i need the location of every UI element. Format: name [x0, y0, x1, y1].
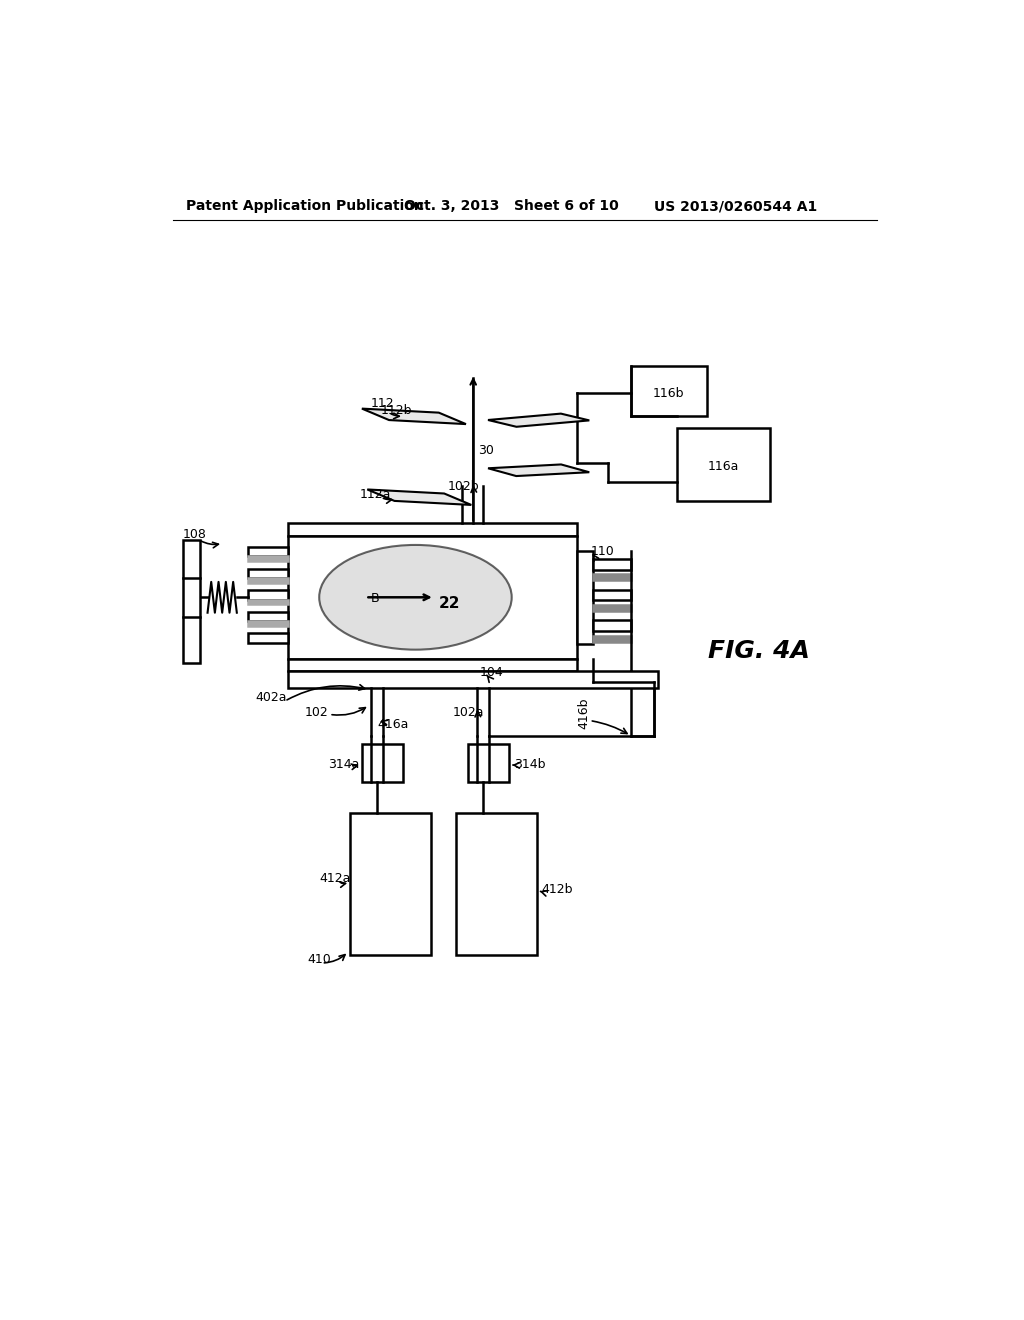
Text: 22: 22 — [438, 595, 460, 611]
Text: 412a: 412a — [319, 871, 350, 884]
Text: 104: 104 — [480, 667, 504, 680]
Bar — [593, 636, 631, 642]
Text: 102: 102 — [304, 706, 329, 719]
Bar — [249, 634, 289, 643]
Bar — [249, 622, 289, 626]
Text: 108: 108 — [183, 528, 207, 541]
Text: 112: 112 — [371, 397, 394, 409]
Bar — [361, 743, 403, 781]
Bar — [289, 659, 578, 671]
Bar — [350, 813, 431, 956]
Bar — [289, 523, 578, 536]
Bar — [289, 536, 578, 659]
Bar — [631, 367, 707, 416]
Text: 402a: 402a — [255, 690, 287, 704]
Bar — [249, 599, 289, 605]
Text: US 2013/0260544 A1: US 2013/0260544 A1 — [654, 199, 817, 213]
Bar — [457, 813, 538, 956]
Text: 102b: 102b — [447, 480, 479, 492]
Text: 410: 410 — [307, 953, 332, 966]
Text: 416b: 416b — [578, 697, 590, 729]
Text: 416a: 416a — [377, 718, 409, 731]
Text: 102a: 102a — [453, 706, 484, 719]
Bar — [289, 671, 658, 688]
Bar — [249, 557, 289, 561]
Bar — [593, 620, 631, 631]
Polygon shape — [361, 409, 466, 424]
Text: Patent Application Publication: Patent Application Publication — [186, 199, 424, 213]
Text: 116b: 116b — [653, 387, 684, 400]
Bar — [249, 578, 289, 582]
Text: 412b: 412b — [542, 883, 573, 896]
Bar — [249, 569, 289, 578]
Polygon shape — [488, 465, 589, 477]
Text: Oct. 3, 2013   Sheet 6 of 10: Oct. 3, 2013 Sheet 6 of 10 — [403, 199, 618, 213]
Bar — [593, 590, 631, 601]
Bar — [593, 574, 631, 581]
Text: 112a: 112a — [360, 487, 391, 500]
Text: 110: 110 — [591, 545, 614, 557]
Bar — [593, 605, 631, 611]
Bar — [249, 548, 289, 557]
Polygon shape — [488, 413, 589, 426]
Text: B: B — [371, 593, 380, 606]
Bar — [249, 590, 289, 599]
Text: 30: 30 — [478, 445, 494, 458]
Text: FIG. 4A: FIG. 4A — [708, 639, 810, 663]
Bar — [593, 558, 631, 570]
Bar — [677, 428, 770, 502]
Bar — [249, 612, 289, 622]
Polygon shape — [368, 490, 471, 506]
Text: 314b: 314b — [514, 758, 546, 771]
Text: 116a: 116a — [708, 459, 739, 473]
Bar — [468, 743, 509, 781]
Text: 112b: 112b — [381, 404, 413, 417]
Bar — [183, 540, 200, 663]
Ellipse shape — [319, 545, 512, 649]
Text: 314a: 314a — [329, 758, 359, 771]
Bar — [578, 552, 593, 644]
